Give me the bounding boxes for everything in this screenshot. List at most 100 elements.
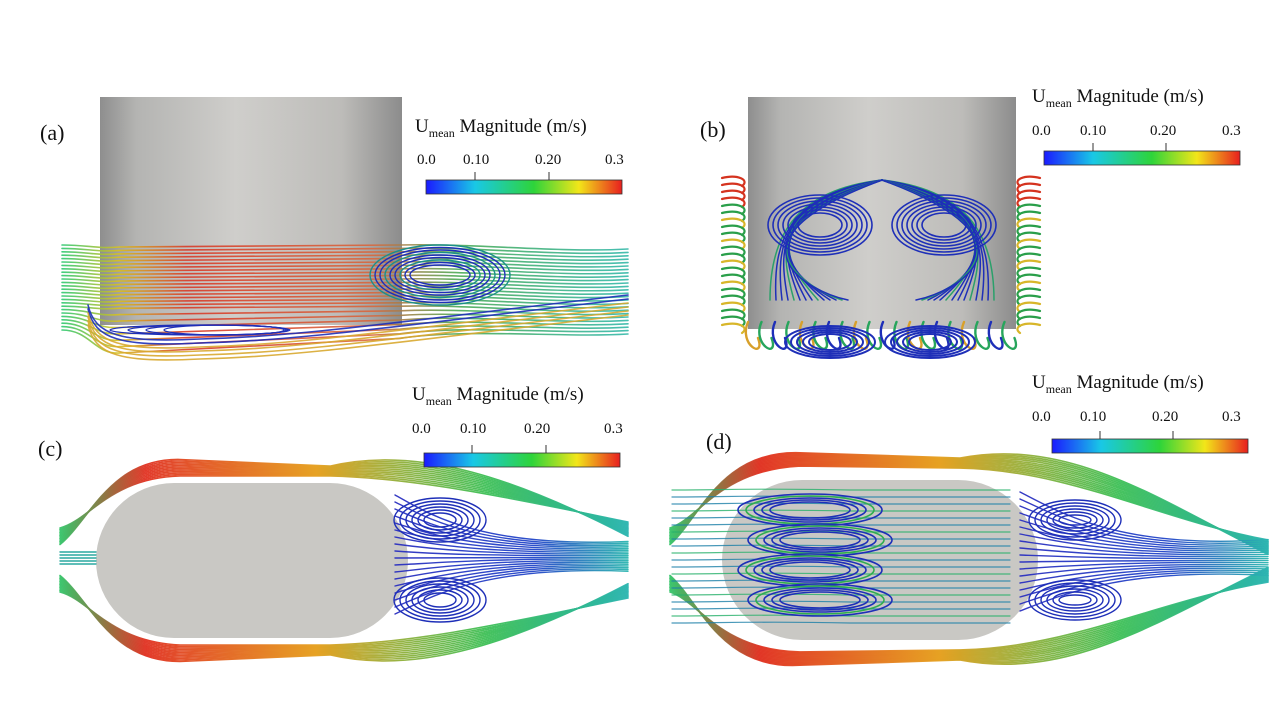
streamline (87, 298, 629, 345)
svg-text:Umean Magnitude (m/s): Umean Magnitude (m/s) (1032, 372, 1204, 396)
streamline (771, 320, 788, 350)
streamline (720, 301, 746, 314)
streamline (61, 281, 629, 289)
vortex-loop (1040, 585, 1110, 615)
vortex-loop (393, 497, 487, 543)
streamline (1016, 203, 1042, 216)
streamline (671, 488, 1011, 491)
streamline (59, 458, 629, 546)
streamline (669, 566, 1269, 667)
vortex-loop (761, 499, 859, 521)
panel-label-a: (a) (40, 120, 64, 145)
streamline (720, 280, 746, 293)
vortex-loop (409, 264, 471, 286)
streamline (785, 179, 883, 301)
vortex-loop (908, 333, 952, 351)
streamline (1016, 210, 1042, 223)
vortex-loop (761, 559, 859, 581)
vortex-loop (884, 325, 976, 359)
vortex-loop (163, 324, 285, 336)
vortex-loop (1028, 499, 1122, 541)
colorbar-tick: 0.20 (1150, 123, 1176, 139)
colorbar-tick: 0.10 (1080, 123, 1106, 139)
streamline (1016, 266, 1042, 279)
streamlines-d-outer (669, 451, 1269, 667)
streamline (1016, 287, 1042, 300)
streamline (671, 509, 1011, 512)
streamline (1016, 175, 1042, 188)
streamline (1019, 505, 1269, 546)
streamline (394, 556, 629, 559)
colorbar-tick: 0.20 (535, 152, 561, 168)
colorbar-tick: 0.3 (604, 421, 623, 437)
streamline (394, 536, 629, 553)
streamline (394, 558, 629, 566)
svg-text:Umean Magnitude (m/s): Umean Magnitude (m/s) (1032, 86, 1204, 110)
vortex-loop (808, 333, 852, 351)
colorbar-c: Umean Magnitude (m/s) 0.0 0.10 0.20 0.3 (412, 384, 623, 468)
vortex-loop (787, 206, 853, 244)
vortex-loop (790, 327, 870, 357)
vortex-loop (772, 197, 868, 253)
streamline (87, 310, 629, 357)
vortex-loop (763, 527, 877, 553)
streamline (720, 245, 746, 258)
streamline (61, 250, 629, 258)
colorbar-title-rest: Magnitude (m/s) (1072, 372, 1204, 393)
vortex-loop (890, 327, 970, 357)
streamline (87, 306, 629, 353)
vortex-loop (369, 244, 511, 306)
streamline (720, 196, 746, 209)
vortex-loop (411, 586, 469, 614)
colorbar-tick: 0.0 (1032, 409, 1051, 425)
vortex-loop (755, 585, 885, 615)
streamline (671, 621, 1011, 624)
vortex-loop (1040, 505, 1110, 535)
streamline (1016, 273, 1042, 286)
streamline (1019, 559, 1269, 563)
streamline (1016, 322, 1042, 335)
streamline (394, 568, 629, 608)
streamline (1016, 238, 1042, 251)
streamline (720, 308, 746, 321)
streamline (671, 607, 1011, 610)
streamline (394, 564, 629, 594)
streamline (394, 501, 629, 545)
colorbar-title-sub: mean (1046, 96, 1072, 110)
vortex-loop (911, 206, 977, 244)
streamlines-a (61, 243, 629, 361)
vortex-loop (784, 325, 876, 359)
streamline (61, 260, 629, 268)
streamline (1016, 182, 1042, 195)
vortex-loop (374, 246, 506, 304)
panel-c: (c) Umean Magnitude (m/s) 0.0 0.10 0.20 … (38, 384, 629, 663)
streamline (671, 572, 1011, 575)
streamline (720, 224, 746, 237)
vortex-loop (769, 561, 851, 579)
streamline (394, 561, 629, 580)
streamline (61, 284, 629, 292)
streamline (1019, 540, 1269, 556)
streamline (1019, 533, 1269, 554)
streamline (1019, 498, 1269, 544)
vortex-loop (769, 501, 851, 519)
vortex-loop (389, 254, 491, 296)
streamline (61, 274, 629, 282)
streamline (1016, 294, 1042, 307)
colorbar-title-sub: mean (1046, 382, 1072, 396)
vortex-loop (1028, 579, 1122, 621)
vortex-loop (399, 580, 481, 620)
streamline (87, 314, 629, 361)
streamline (987, 320, 1004, 350)
svg-text:Umean Magnitude (m/s): Umean Magnitude (m/s) (412, 384, 584, 408)
vortex-loop (896, 197, 992, 253)
streamline (394, 508, 629, 547)
vortex-loop (379, 249, 501, 301)
colorbar-tick: 0.20 (524, 421, 550, 437)
streamline (720, 259, 746, 272)
vortex-loop (417, 509, 463, 531)
streamline (671, 565, 1011, 568)
vortex-loop (771, 589, 869, 611)
streamline (87, 302, 629, 349)
